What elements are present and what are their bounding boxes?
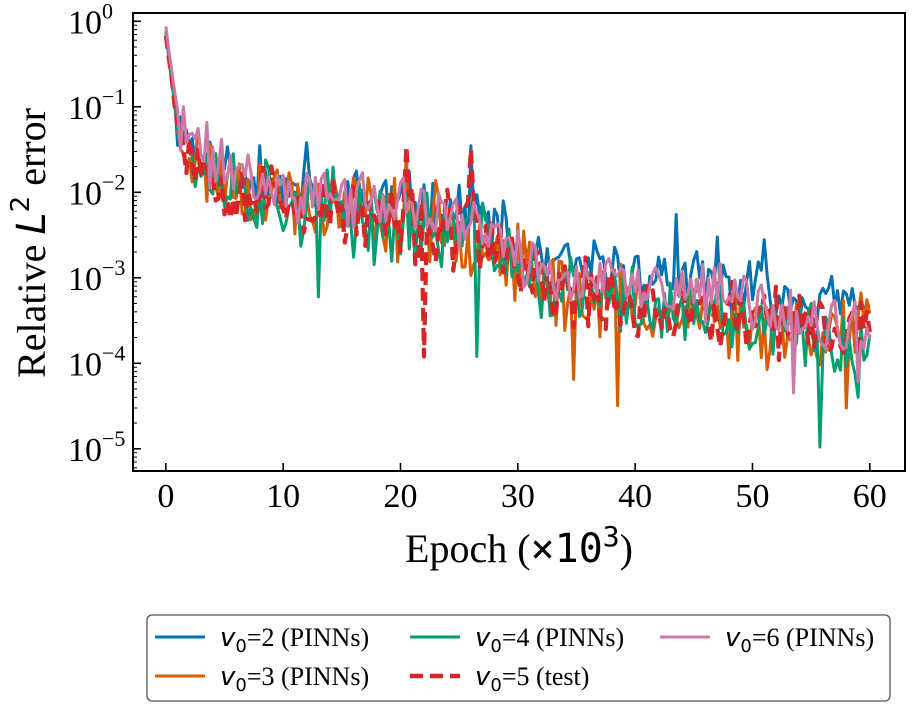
y-tick-label: 10−5 bbox=[68, 426, 125, 469]
legend: v0=2 (PINNs) v0=3 (PINNs) v0=4 (PINNs) v0=5… bbox=[146, 614, 891, 702]
series-line bbox=[163, 35, 872, 368]
legend-label: v0=5 (test) bbox=[475, 662, 589, 696]
x-tick-label: 60 bbox=[853, 478, 887, 515]
x-tick-label: 40 bbox=[618, 478, 652, 515]
y-tick-label: 10−3 bbox=[68, 255, 125, 298]
y-tick-label: 10−4 bbox=[68, 340, 125, 383]
series-line bbox=[164, 33, 872, 410]
y-tick-label: 10−2 bbox=[68, 169, 125, 212]
x-tick-label: 20 bbox=[384, 478, 418, 515]
y-tick-label: 10−1 bbox=[68, 84, 125, 127]
x-axis: 0 10 20 30 40 50 60 bbox=[157, 463, 887, 515]
series-layer bbox=[163, 26, 872, 449]
series-line bbox=[164, 30, 872, 449]
plot-frame bbox=[132, 12, 906, 472]
legend-label: v0=3 (PINNs) bbox=[220, 662, 369, 696]
x-tick-label: 0 bbox=[157, 478, 174, 515]
x-tick-label: 10 bbox=[266, 478, 300, 515]
x-tick-label: 50 bbox=[735, 478, 769, 515]
legend-label: v0=6 (PINNs) bbox=[725, 623, 874, 657]
y-tick-label: 100 bbox=[68, 0, 113, 41]
series-line bbox=[164, 26, 872, 395]
legend-label: v0=2 (PINNs) bbox=[220, 623, 369, 657]
legend-label: v0=4 (PINNs) bbox=[475, 623, 624, 657]
y-axis-label: Relative L2 error bbox=[6, 108, 55, 378]
x-tick-label: 30 bbox=[501, 478, 535, 515]
y-axis: 100 10−1 10−2 10−3 10−4 10−5 bbox=[68, 0, 141, 469]
x-axis-label: Epoch (×103) bbox=[405, 520, 633, 572]
